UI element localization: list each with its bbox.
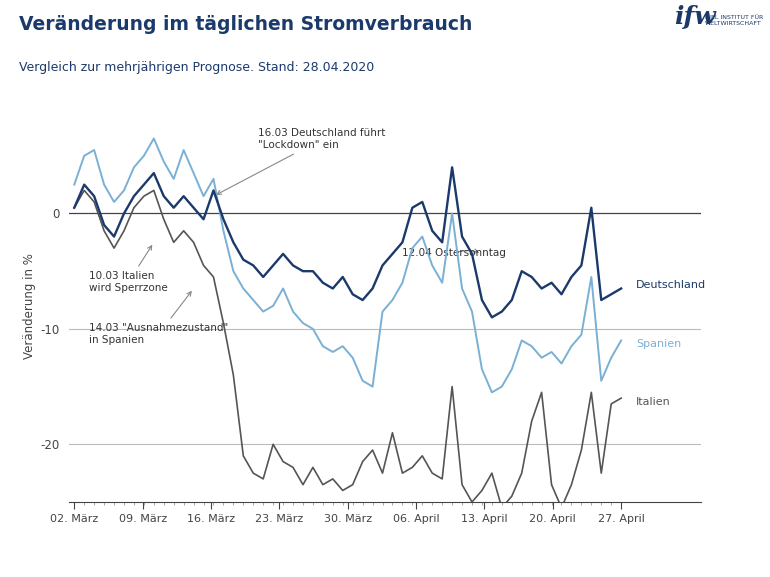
Text: ifw: ifw bbox=[674, 5, 715, 29]
Text: 14.03 "Ausnahmezustand"
in Spanien: 14.03 "Ausnahmezustand" in Spanien bbox=[89, 292, 229, 344]
Text: 12.04 Ostersonntag: 12.04 Ostersonntag bbox=[403, 248, 507, 258]
Text: KIEL INSTITUT FÜR
WELTWIRTSCHAFT: KIEL INSTITUT FÜR WELTWIRTSCHAFT bbox=[705, 15, 763, 25]
Text: 10.03 Italien
wird Sperrzone: 10.03 Italien wird Sperrzone bbox=[89, 246, 168, 293]
Text: Deutschland: Deutschland bbox=[636, 280, 706, 290]
Text: Datenmonitor Corona-Krise: Datenmonitor Corona-Krise bbox=[534, 544, 761, 559]
Text: Quelle: entso-e, eigene Berechnungen.: Quelle: entso-e, eigene Berechnungen. bbox=[9, 546, 239, 556]
Text: Vergleich zur mehrjährigen Prognose. Stand: 28.04.2020: Vergleich zur mehrjährigen Prognose. Sta… bbox=[19, 61, 374, 74]
Y-axis label: Veränderung in %: Veränderung in % bbox=[23, 253, 36, 359]
Text: 16.03 Deutschland führt
"Lockdown" ein: 16.03 Deutschland führt "Lockdown" ein bbox=[217, 129, 386, 194]
Text: Italien: Italien bbox=[636, 396, 671, 407]
Text: Veränderung im täglichen Stromverbrauch: Veränderung im täglichen Stromverbrauch bbox=[19, 15, 473, 33]
Text: Spanien: Spanien bbox=[636, 339, 681, 349]
